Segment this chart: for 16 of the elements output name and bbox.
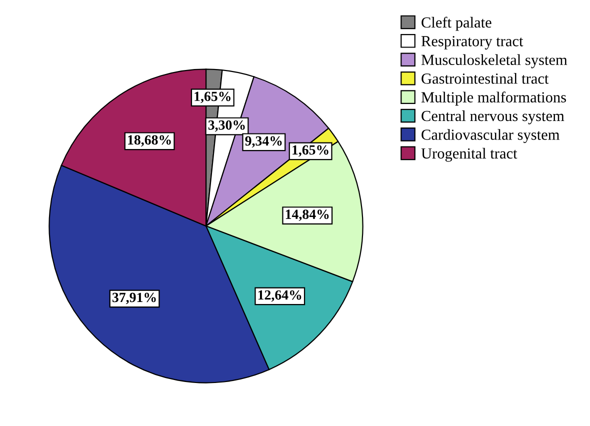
legend-label: Cardiovascular system [422,129,560,144]
data-label: 18,68% [128,135,171,147]
legend-label: Respiratory tract [421,36,524,50]
legend-label: Multiple malformations [421,92,566,106]
data-label: 3,30% [208,120,245,132]
legend-label: Urogenital tract [421,148,518,162]
data-label: 9,34% [245,136,282,148]
data-label: 1,65% [194,92,230,104]
legend-label: Gastrointestinal tract [422,73,549,84]
data-label: 1,65% [292,145,328,157]
legend-label: Musculoskeletal system [421,54,568,68]
data-label: 12,64% [258,290,302,302]
data-label: 14,84% [286,210,329,221]
legend-label: Central nervous system [422,110,564,124]
data-label: 37,91% [112,292,156,304]
legend-label: Cleft palate [422,16,492,31]
